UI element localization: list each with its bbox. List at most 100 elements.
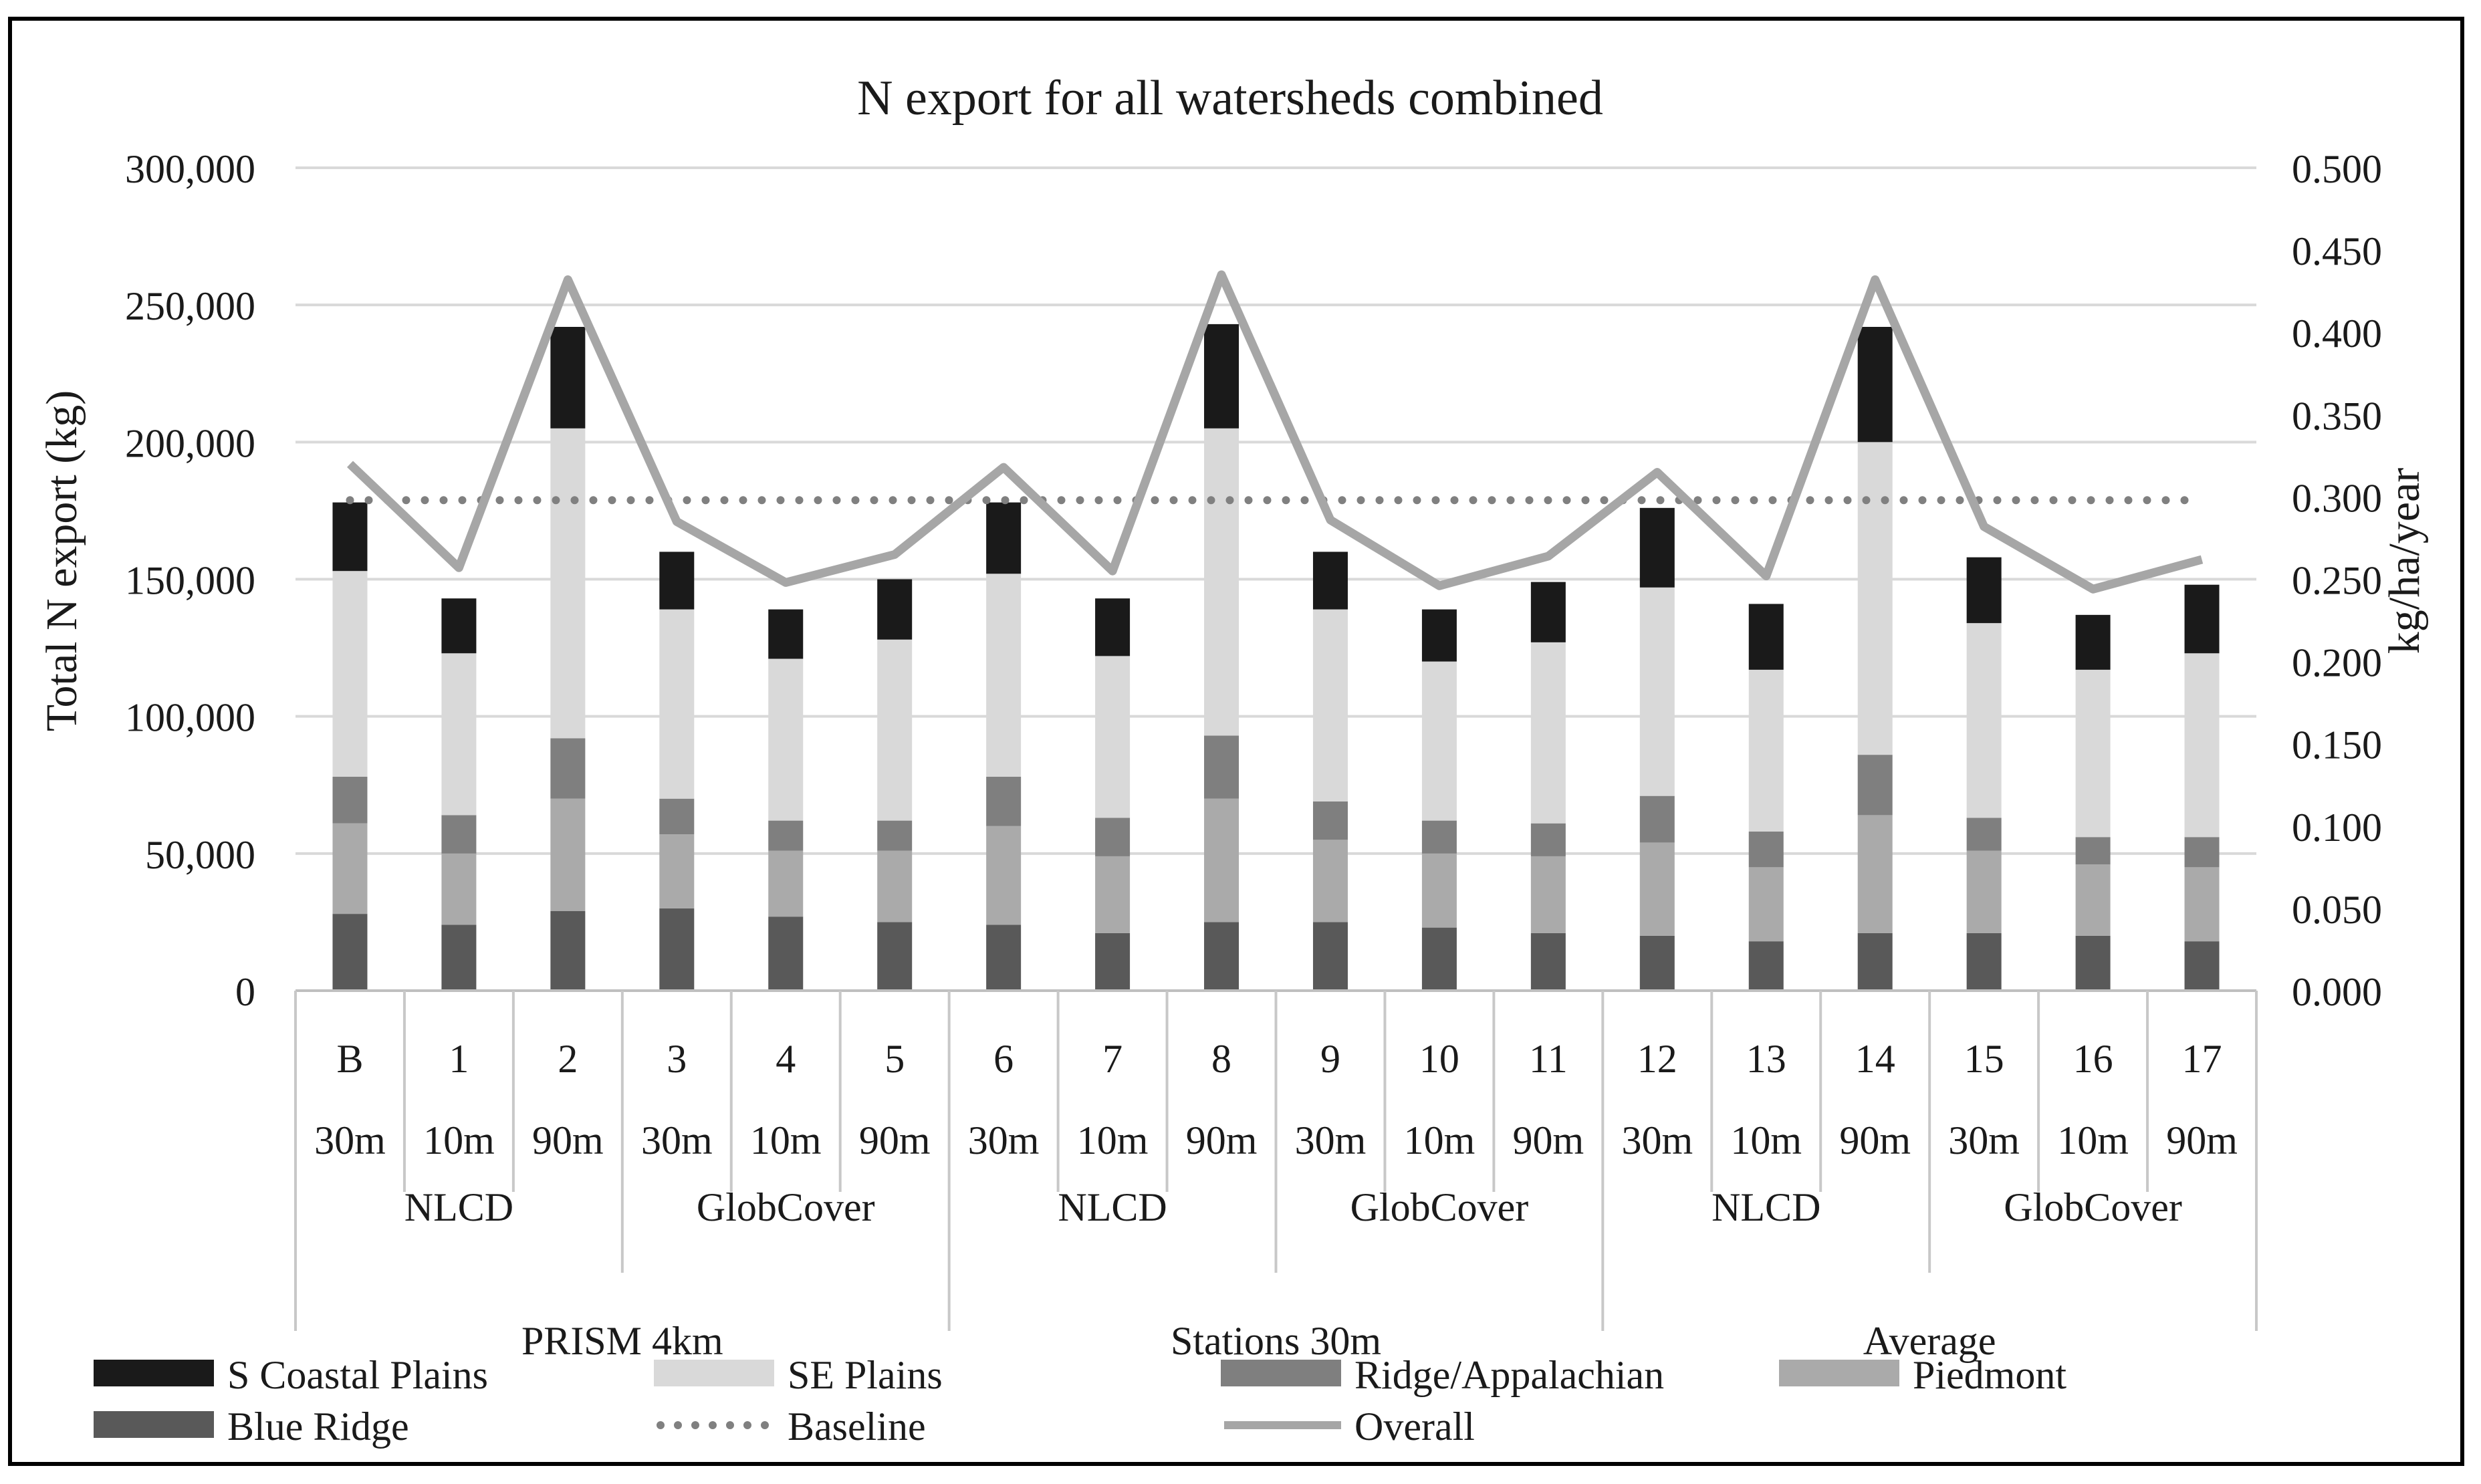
bar-s-coastal-plains xyxy=(1204,324,1239,428)
scenario-label: 10 xyxy=(1419,1037,1459,1081)
bar-piedmont xyxy=(1204,798,1239,922)
bar-s-coastal-plains xyxy=(2184,584,2220,654)
legend-se-plains-swatch xyxy=(654,1360,774,1386)
y2-tick-label: 0.200 xyxy=(2292,641,2382,685)
climate-group-label: PRISM 4km xyxy=(521,1319,723,1363)
bar-piedmont xyxy=(1857,815,1893,933)
bar-blue-ridge xyxy=(550,911,586,991)
resolution-label: 30m xyxy=(641,1118,713,1162)
bar-blue-ridge xyxy=(1204,922,1239,991)
bar-blue-ridge xyxy=(986,924,1022,991)
bar-se-plains xyxy=(1312,609,1348,801)
bar-ridge-appalachian xyxy=(986,776,1022,826)
bar-piedmont xyxy=(550,798,586,912)
bar-blue-ridge xyxy=(1748,941,1784,991)
bar-ridge-appalachian xyxy=(1312,801,1348,840)
y-tick-label: 150,000 xyxy=(125,559,255,603)
bar-blue-ridge xyxy=(2075,935,2111,991)
bar-blue-ridge xyxy=(1530,933,1566,991)
resolution-label: 90m xyxy=(1839,1118,1911,1162)
bar-se-plains xyxy=(1095,656,1131,818)
y2-tick-label: 0.250 xyxy=(2292,559,2382,603)
bar-ridge-appalachian xyxy=(659,798,695,835)
resolution-label: 90m xyxy=(1513,1118,1584,1162)
legend-ridge-appalachian-label: Ridge/Appalachian xyxy=(1354,1353,1664,1397)
resolution-label: 30m xyxy=(314,1118,386,1162)
chart: N export for all watersheds combined 0 5 0… xyxy=(37,71,2429,1449)
scenario-label: 12 xyxy=(1637,1037,1677,1081)
land-cover-group-label: GlobCover xyxy=(697,1185,875,1229)
bar-s-coastal-plains xyxy=(1966,557,2002,624)
y2-tick-label: 0.000 xyxy=(2292,970,2382,1014)
scenario-label: 13 xyxy=(1746,1037,1786,1081)
scenario-label: 6 xyxy=(993,1037,1014,1081)
bar-se-plains xyxy=(1966,623,2002,818)
bar-se-plains xyxy=(550,428,586,739)
bar-piedmont xyxy=(1312,840,1348,922)
scenario-label: 17 xyxy=(2182,1037,2222,1081)
bar-piedmont xyxy=(1095,856,1131,933)
resolution-label: 30m xyxy=(968,1118,1040,1162)
resolution-label: 10m xyxy=(2057,1118,2129,1162)
resolution-label: 30m xyxy=(1948,1118,2020,1162)
bar-s-coastal-plains xyxy=(1312,551,1348,610)
bar-s-coastal-plains xyxy=(441,598,477,654)
resolution-label: 30m xyxy=(1621,1118,1693,1162)
scenario-label: B xyxy=(336,1037,363,1081)
y2-tick-label: 0.150 xyxy=(2292,723,2382,767)
bar-ridge-appalachian xyxy=(1421,820,1457,854)
legend-piedmont-swatch xyxy=(1779,1360,1899,1386)
scenario-label: 14 xyxy=(1855,1037,1895,1081)
bar-se-plains xyxy=(2075,669,2111,838)
bar-ridge-appalachian xyxy=(1639,795,1675,843)
resolution-label: 10m xyxy=(423,1118,495,1162)
bar-blue-ridge xyxy=(1966,933,2002,991)
bar-blue-ridge xyxy=(877,922,913,991)
land-cover-group-label: NLCD xyxy=(1058,1185,1167,1229)
resolution-label: 30m xyxy=(1295,1118,1367,1162)
resolution-label: 90m xyxy=(2166,1118,2238,1162)
climate-group-label: Stations 30m xyxy=(1171,1319,1381,1363)
bar-se-plains xyxy=(1530,642,1566,824)
scenario-label: 8 xyxy=(1211,1037,1231,1081)
bar-se-plains xyxy=(1639,587,1675,796)
bar-piedmont xyxy=(986,826,1022,925)
bar-s-coastal-plains xyxy=(1421,609,1457,662)
bar-s-coastal-plains xyxy=(1639,507,1675,588)
y2-tick-label: 0.050 xyxy=(2292,888,2382,932)
y-tick-label: 250,000 xyxy=(125,284,255,328)
y-axis-title: Total N export (kg) xyxy=(37,390,86,731)
scenario-label: 5 xyxy=(884,1037,905,1081)
bar-piedmont xyxy=(1748,867,1784,942)
chart-title: N export for all watersheds combined xyxy=(857,71,1603,126)
scenario-label: 11 xyxy=(1529,1037,1568,1081)
bar-blue-ridge xyxy=(332,914,368,991)
bar-ridge-appalachian xyxy=(1966,818,2002,851)
bar-ridge-appalachian xyxy=(1530,823,1566,856)
bar-piedmont xyxy=(1530,856,1566,933)
legend-overall-label: Overall xyxy=(1354,1404,1475,1449)
bar-s-coastal-plains xyxy=(768,609,804,659)
scenario-label: 3 xyxy=(667,1037,687,1081)
bar-piedmont xyxy=(768,850,804,917)
climate-group-label: Average xyxy=(1863,1319,1996,1363)
chart-frame: N export for all watersheds combined 0 5 0… xyxy=(8,17,2464,1466)
bar-piedmont xyxy=(1639,842,1675,936)
bar-piedmont xyxy=(1966,850,2002,933)
bar-blue-ridge xyxy=(2184,941,2220,991)
y-tick-label: 0 xyxy=(235,970,255,1014)
bar-ridge-appalachian xyxy=(1204,735,1239,799)
land-cover-group-label: GlobCover xyxy=(1350,1185,1529,1229)
y2-tick-label: 0.400 xyxy=(2292,312,2382,356)
resolution-label: 90m xyxy=(532,1118,604,1162)
bar-s-coastal-plains xyxy=(2075,614,2111,670)
bar-ridge-appalachian xyxy=(2075,837,2111,865)
bar-se-plains xyxy=(1204,428,1239,736)
resolution-label: 10m xyxy=(750,1118,822,1162)
legend-piedmont-label: Piedmont xyxy=(1913,1353,2066,1397)
bar-ridge-appalachian xyxy=(1095,818,1131,856)
bar-s-coastal-plains xyxy=(1748,604,1784,670)
bar-piedmont xyxy=(332,823,368,914)
y2-axis-title: kg/ha/year xyxy=(2380,468,2429,654)
scenario-label: 1 xyxy=(449,1037,469,1081)
